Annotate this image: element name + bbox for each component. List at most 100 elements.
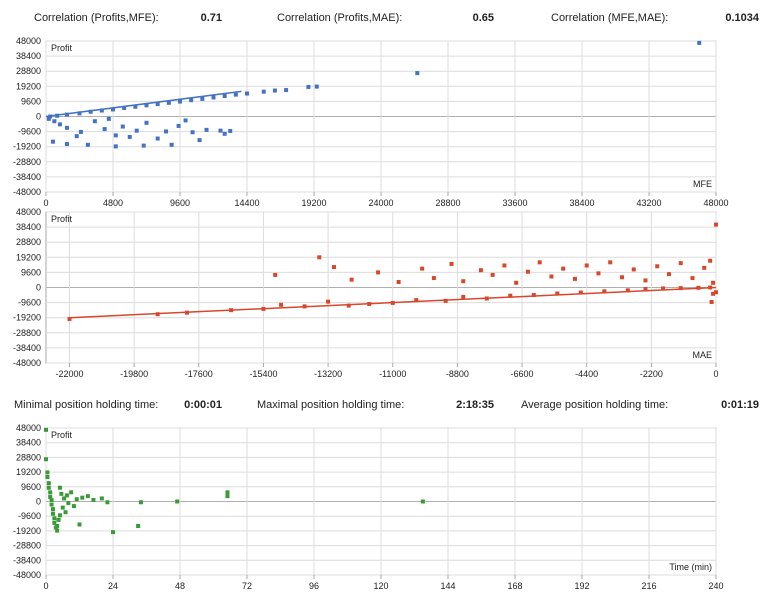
- data-point: [69, 490, 74, 495]
- data-point: [331, 265, 336, 270]
- data-point: [127, 134, 132, 139]
- data-point: [714, 222, 718, 227]
- data-point: [697, 40, 702, 45]
- data-point: [420, 266, 425, 271]
- data-point: [490, 272, 495, 277]
- data-point: [284, 88, 289, 93]
- data-point: [120, 124, 125, 129]
- data-point: [50, 511, 55, 516]
- data-point: [111, 107, 115, 112]
- data-point: [204, 127, 209, 132]
- data-point: [211, 95, 216, 100]
- data-point: [218, 128, 223, 133]
- y-tick-label: 48000: [16, 207, 41, 217]
- data-point: [49, 502, 54, 507]
- x-tick-label: 0: [713, 369, 718, 379]
- x-tick-label: 33600: [502, 198, 527, 208]
- data-point: [55, 113, 60, 118]
- data-point: [55, 528, 60, 533]
- data-point: [80, 495, 85, 500]
- x-tick-label: -8800: [446, 369, 469, 379]
- y-tick-label: -48000: [13, 358, 41, 368]
- x-tick-label: 240: [708, 581, 723, 591]
- y-axis-label: Profit: [51, 430, 73, 440]
- data-point: [572, 276, 577, 281]
- data-point: [74, 134, 79, 139]
- x-tick-label: 216: [641, 581, 656, 591]
- data-point: [390, 300, 395, 305]
- corr-profit-mae-label: Correlation (Profits,MAE):: [277, 12, 403, 24]
- data-point: [714, 290, 718, 295]
- data-point: [625, 288, 630, 293]
- y-tick-label: -48000: [13, 187, 41, 197]
- data-point: [708, 285, 713, 290]
- y-tick-label: -38400: [13, 343, 41, 353]
- y-tick-label: 9600: [21, 96, 41, 106]
- corr-profit-mfe-label: Correlation (Profits,MFE):: [34, 12, 159, 24]
- data-point: [64, 125, 69, 130]
- x-tick-label: -22000: [55, 369, 83, 379]
- data-point: [111, 530, 115, 535]
- data-point: [272, 88, 277, 93]
- data-point: [183, 118, 188, 123]
- y-tick-label: -19200: [13, 142, 41, 152]
- data-point: [62, 496, 67, 501]
- data-point: [222, 131, 227, 136]
- data-point: [508, 293, 513, 298]
- data-point: [709, 299, 714, 304]
- y-tick-label: 9600: [21, 267, 41, 277]
- x-tick-label: 24000: [368, 198, 393, 208]
- data-point: [55, 524, 60, 528]
- data-point: [46, 485, 51, 490]
- data-point: [596, 271, 601, 276]
- data-point: [478, 268, 483, 273]
- data-point: [60, 505, 65, 510]
- data-point: [85, 142, 90, 147]
- data-point: [102, 127, 107, 132]
- data-point: [63, 510, 68, 515]
- data-point: [99, 496, 104, 501]
- data-point: [225, 490, 230, 495]
- data-point: [561, 266, 566, 271]
- avg-holding-time-label: Average position holding time:: [521, 399, 669, 411]
- y-tick-label: -9600: [18, 298, 41, 308]
- y-tick-label: 48000: [16, 423, 41, 433]
- data-point: [273, 272, 278, 277]
- data-point: [144, 103, 149, 108]
- y-tick-label: 38400: [16, 222, 41, 232]
- data-point: [197, 138, 202, 143]
- data-point: [91, 497, 96, 502]
- x-tick-label: -17600: [185, 369, 213, 379]
- x-tick-label: -15400: [249, 369, 277, 379]
- data-point: [169, 142, 174, 147]
- y-tick-label: 19200: [16, 81, 41, 91]
- data-point: [655, 264, 660, 269]
- y-tick-label: -19200: [13, 313, 41, 323]
- data-point: [52, 119, 57, 124]
- data-point: [144, 120, 149, 125]
- data-point: [514, 280, 519, 285]
- y-tick-label: 19200: [16, 467, 41, 477]
- x-tick-label: 168: [507, 581, 522, 591]
- data-point: [57, 122, 62, 127]
- data-point: [696, 285, 701, 290]
- x-tick-label: -11000: [379, 369, 406, 379]
- data-point: [133, 104, 138, 109]
- data-point: [185, 310, 190, 315]
- data-point: [537, 260, 542, 265]
- data-point: [443, 298, 448, 303]
- data-point: [52, 516, 57, 521]
- x-tick-label: -2200: [640, 369, 663, 379]
- x-tick-label: 0: [43, 581, 48, 591]
- x-axis-label: Time (min): [669, 562, 712, 572]
- data-point: [189, 98, 194, 103]
- data-point: [64, 112, 69, 117]
- y-tick-label: -38400: [13, 172, 41, 182]
- data-point: [631, 267, 636, 272]
- data-point: [431, 276, 436, 281]
- data-point: [155, 312, 160, 317]
- mfe-profit-scatter-chart: 4800038400288001920096000-9600-19200-288…: [13, 36, 729, 208]
- corr-profit-mfe-value: 0.71: [200, 12, 222, 24]
- data-point: [461, 279, 466, 284]
- data-point: [56, 517, 61, 522]
